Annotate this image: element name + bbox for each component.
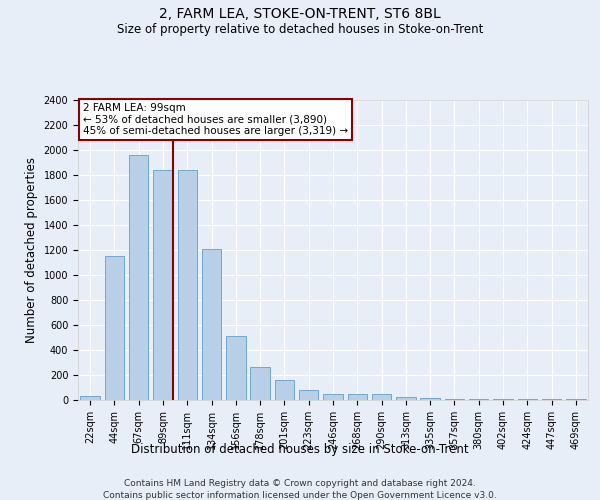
Bar [275, 380, 294, 400]
Bar [323, 394, 343, 400]
Bar [421, 398, 440, 400]
Text: Size of property relative to detached houses in Stoke-on-Trent: Size of property relative to detached ho… [117, 22, 483, 36]
Bar [299, 390, 319, 400]
Y-axis label: Number of detached properties: Number of detached properties [25, 157, 38, 343]
Bar [372, 394, 391, 400]
Text: Contains public sector information licensed under the Open Government Licence v3: Contains public sector information licen… [103, 491, 497, 500]
Bar [226, 336, 245, 400]
Bar [445, 399, 464, 400]
Text: Distribution of detached houses by size in Stoke-on-Trent: Distribution of detached houses by size … [131, 442, 469, 456]
Bar [129, 155, 148, 400]
Bar [178, 170, 197, 400]
Bar [396, 397, 416, 400]
Bar [80, 396, 100, 400]
Bar [250, 367, 270, 400]
Bar [347, 394, 367, 400]
Bar [105, 256, 124, 400]
Bar [202, 248, 221, 400]
Bar [153, 170, 173, 400]
Text: 2, FARM LEA, STOKE-ON-TRENT, ST6 8BL: 2, FARM LEA, STOKE-ON-TRENT, ST6 8BL [159, 8, 441, 22]
Text: 2 FARM LEA: 99sqm
← 53% of detached houses are smaller (3,890)
45% of semi-detac: 2 FARM LEA: 99sqm ← 53% of detached hous… [83, 103, 348, 136]
Text: Contains HM Land Registry data © Crown copyright and database right 2024.: Contains HM Land Registry data © Crown c… [124, 479, 476, 488]
